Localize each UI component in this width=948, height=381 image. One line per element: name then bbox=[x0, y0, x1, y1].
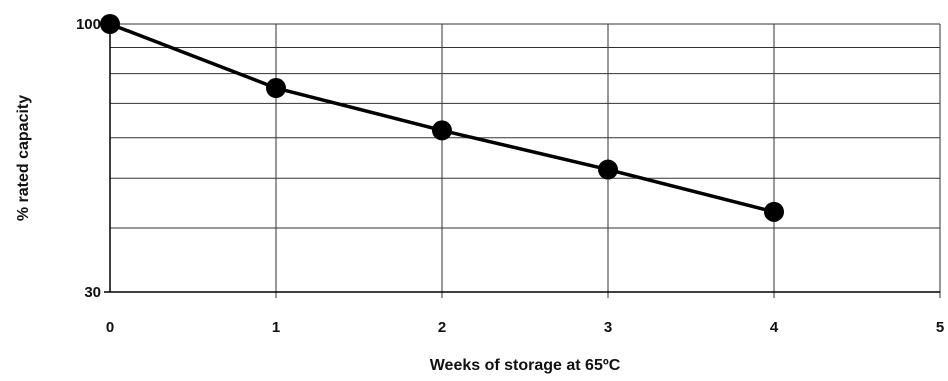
x-tick-label: 1 bbox=[272, 319, 280, 336]
y-axis-title: % rated capacity bbox=[15, 95, 32, 221]
x-tick-label: 2 bbox=[438, 319, 446, 336]
x-axis-title: Weeks of storage at 65ºC bbox=[430, 357, 621, 374]
axes bbox=[109, 24, 940, 293]
data-point bbox=[432, 120, 452, 141]
y-tick-label: 100 bbox=[76, 16, 101, 33]
x-tick-label: 3 bbox=[604, 319, 612, 336]
x-tick-label: 0 bbox=[106, 319, 114, 336]
series bbox=[100, 14, 784, 222]
data-point bbox=[266, 78, 286, 99]
x-tick-labels: 0 1 2 3 4 5 bbox=[106, 319, 944, 336]
y-tick-labels: 100 30 bbox=[76, 16, 110, 301]
y-tick-label: 30 bbox=[84, 284, 101, 301]
data-point bbox=[764, 201, 784, 222]
x-tick-label: 4 bbox=[770, 319, 779, 336]
grid bbox=[110, 23, 941, 298]
data-point bbox=[598, 159, 618, 180]
x-tick-label: 5 bbox=[936, 319, 944, 336]
data-point bbox=[100, 14, 120, 34]
